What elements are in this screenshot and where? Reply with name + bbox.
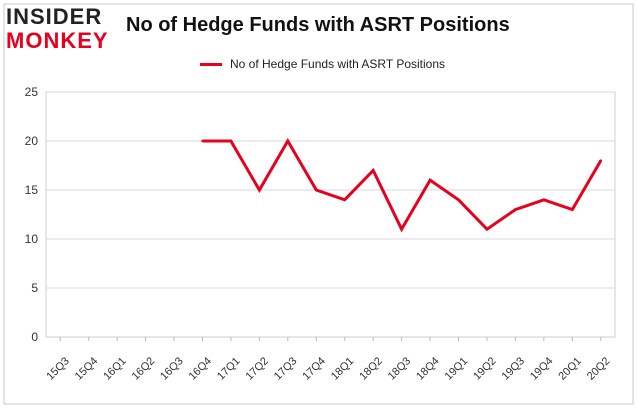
- x-tick-label: 15Q4: [73, 355, 101, 383]
- x-tick-label: 19Q2: [471, 355, 499, 383]
- data-point: [229, 139, 233, 143]
- legend-label: No of Hedge Funds with ASRT Positions: [230, 57, 446, 71]
- chart-legend: No of Hedge Funds with ASRT Positions: [200, 56, 445, 72]
- data-point: [571, 208, 574, 211]
- data-point: [371, 169, 375, 172]
- insider-monkey-logo: INSIDER MONKEY: [6, 4, 118, 53]
- data-point: [286, 139, 290, 143]
- y-tick-label: 25: [25, 85, 39, 99]
- x-tick-label: 16Q2: [130, 355, 158, 383]
- data-point: [599, 159, 602, 162]
- logo-line-monkey: MONKEY: [6, 28, 109, 53]
- data-point: [485, 228, 489, 231]
- x-tick-label: 19Q3: [500, 355, 528, 383]
- x-tick-label: 18Q4: [414, 355, 442, 383]
- data-point: [457, 198, 460, 201]
- x-tick-label: 16Q1: [101, 355, 129, 383]
- x-tick-label: 18Q1: [329, 355, 357, 383]
- x-tick-label: 20Q1: [556, 355, 584, 383]
- x-tick-label: 17Q4: [300, 355, 328, 383]
- x-tick-label: 18Q3: [386, 355, 414, 383]
- x-tick-label: 19Q4: [528, 355, 556, 383]
- plot-area: [45, 91, 616, 338]
- data-point: [201, 139, 204, 143]
- data-point: [428, 179, 432, 182]
- data-point: [542, 198, 546, 201]
- data-point: [343, 198, 346, 201]
- x-tick-label: 16Q3: [158, 355, 186, 383]
- y-tick-label: 0: [31, 330, 38, 344]
- x-tick-label: 15Q3: [44, 355, 72, 383]
- x-tick-label: 18Q2: [357, 355, 385, 383]
- data-point: [258, 188, 261, 192]
- x-tick-label: 20Q2: [585, 355, 613, 383]
- y-tick-label: 5: [31, 281, 38, 295]
- y-tick-label: 15: [25, 183, 39, 197]
- data-point: [514, 208, 517, 211]
- data-point: [400, 228, 403, 231]
- legend-swatch: [200, 62, 222, 66]
- logo-line-insider: INSIDER: [6, 4, 103, 29]
- outer-frame: [3, 3, 634, 405]
- x-tick-label: 17Q2: [243, 355, 271, 383]
- y-tick-label: 10: [25, 232, 39, 246]
- chart-title: No of Hedge Funds with ASRT Positions: [126, 14, 510, 36]
- data-point: [315, 188, 318, 192]
- y-tick-label: 20: [25, 134, 39, 148]
- x-tick-label: 16Q4: [187, 355, 215, 383]
- x-tick-label: 17Q3: [272, 355, 300, 383]
- x-tick-label: 17Q1: [215, 355, 243, 383]
- x-tick-label: 19Q1: [443, 355, 471, 383]
